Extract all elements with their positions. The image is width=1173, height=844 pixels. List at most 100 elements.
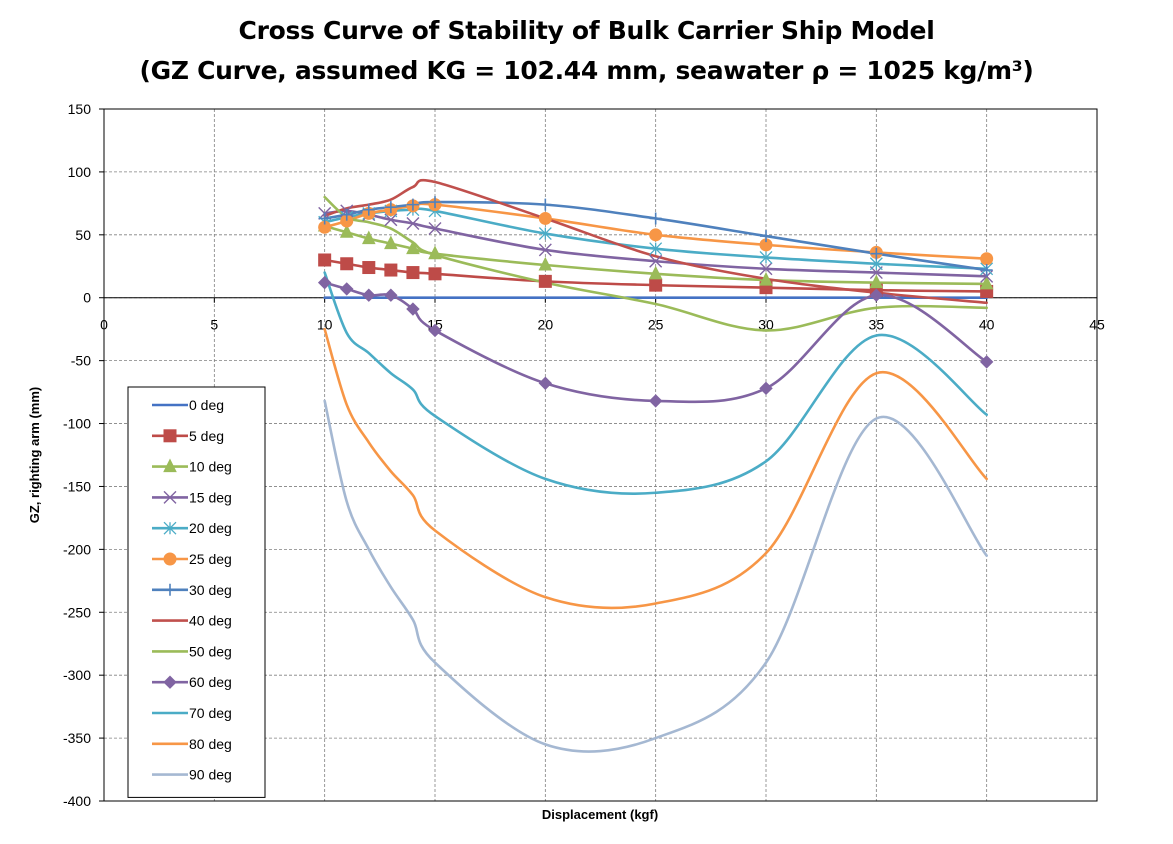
legend-marker (163, 429, 177, 443)
y-tick-label: -350 (63, 730, 91, 746)
data-point-9 (869, 288, 884, 302)
data-point-6 (870, 247, 883, 260)
data-point-6 (649, 212, 662, 225)
chart-subtitle: (GZ Curve, assumed KG = 102.44 mm, seawa… (139, 56, 1034, 85)
data-point-6 (362, 203, 375, 216)
data-point-1 (406, 266, 420, 280)
x-tick-label: 30 (758, 317, 774, 333)
legend-marker (163, 675, 177, 689)
legend-label: 50 deg (189, 643, 232, 659)
data-point-2 (648, 265, 663, 280)
x-tick-label: 25 (648, 317, 664, 333)
data-point-6 (384, 201, 397, 214)
legend-marker (163, 458, 177, 473)
data-point-9 (979, 355, 994, 369)
legend-label: 80 deg (189, 736, 232, 752)
data-point-5 (538, 211, 552, 225)
series-line-12 (323, 399, 988, 753)
legend-label: 10 deg (189, 459, 232, 475)
data-point-6 (318, 212, 331, 225)
legend-marker (164, 583, 176, 596)
legend-label: 0 deg (189, 397, 224, 413)
data-point-3 (406, 217, 420, 230)
x-tick-label: 0 (100, 317, 108, 333)
data-point-3 (538, 243, 552, 257)
y-tick-label: -300 (63, 667, 91, 683)
data-point-1 (362, 261, 376, 275)
data-point-1 (340, 257, 354, 271)
legend-box (127, 386, 266, 798)
series-line-11 (323, 327, 988, 610)
x-tick-label: 10 (317, 317, 333, 333)
data-point-4 (649, 242, 663, 256)
y-tick-label: -150 (63, 478, 91, 494)
data-point-1 (384, 263, 398, 277)
data-point-2 (759, 271, 773, 286)
data-point-4 (759, 251, 773, 264)
data-point-4 (869, 257, 883, 271)
data-point-5 (980, 252, 994, 266)
series-line-8 (323, 195, 988, 332)
data-point-3 (759, 262, 773, 276)
plot-border (103, 108, 1098, 802)
data-point-4 (538, 227, 552, 241)
data-point-2 (339, 224, 354, 238)
legend-label: 60 deg (189, 674, 232, 690)
data-point-1 (428, 267, 442, 281)
data-point-3 (428, 222, 442, 236)
data-point-6 (429, 196, 441, 209)
data-point-2 (428, 245, 442, 260)
data-point-6 (406, 198, 419, 211)
data-point-2 (384, 235, 398, 250)
legend-label: 5 deg (189, 428, 224, 444)
legend-label: 20 deg (189, 520, 232, 536)
data-point-3 (649, 254, 663, 268)
data-point-9 (428, 323, 442, 338)
legend-marker (163, 521, 177, 535)
data-point-9 (317, 275, 332, 290)
y-tick-label: -50 (71, 353, 91, 369)
data-point-2 (406, 240, 420, 255)
y-tick-label: -100 (63, 416, 91, 432)
data-point-1 (318, 253, 332, 267)
legend: 0 deg 5 deg 10 deg 15 deg 20 deg 25 deg 30 deg… (127, 386, 266, 798)
data-point-6 (539, 198, 552, 211)
series-line-10 (323, 271, 988, 495)
legend-marker (163, 552, 177, 566)
data-point-9 (384, 288, 398, 302)
x-tick-label: 5 (210, 317, 218, 333)
data-point-5 (649, 228, 663, 242)
x-tick-label: 35 (869, 317, 885, 333)
data-point-9 (538, 376, 553, 390)
data-point-2 (979, 275, 994, 290)
data-point-9 (362, 288, 376, 302)
data-point-2 (869, 274, 884, 289)
data-point-9 (340, 282, 354, 296)
y-tick-label: 150 (68, 101, 92, 117)
legend-marker (163, 490, 177, 504)
x-tick-label: 20 (538, 317, 554, 333)
y-axis-label: GZ, righting arm (mm) (27, 387, 42, 524)
legend-label: 70 deg (189, 705, 232, 721)
chart-title: Cross Curve of Stability of Bulk Carrier… (238, 16, 935, 45)
x-tick-label: 40 (979, 317, 995, 333)
y-tick-label: -400 (63, 793, 91, 809)
legend-label: 25 deg (189, 551, 232, 567)
data-point-6 (340, 208, 353, 221)
data-point-6 (760, 230, 772, 243)
series-markers (317, 196, 994, 408)
y-tick-label: -250 (63, 604, 91, 620)
legend-label: 90 deg (189, 767, 232, 783)
data-point-2 (361, 230, 376, 245)
legend-label: 30 deg (189, 582, 232, 598)
data-point-6 (980, 264, 993, 277)
x-axis-label: Displacement (kgf) (542, 807, 658, 822)
x-tick-label: 45 (1089, 317, 1105, 333)
y-tick-label: 100 (68, 164, 92, 180)
y-tick-label: 0 (83, 290, 91, 306)
legend-label: 15 deg (189, 489, 232, 505)
data-point-9 (759, 381, 773, 396)
data-point-1 (538, 274, 552, 288)
y-tick-label: 50 (75, 227, 91, 243)
